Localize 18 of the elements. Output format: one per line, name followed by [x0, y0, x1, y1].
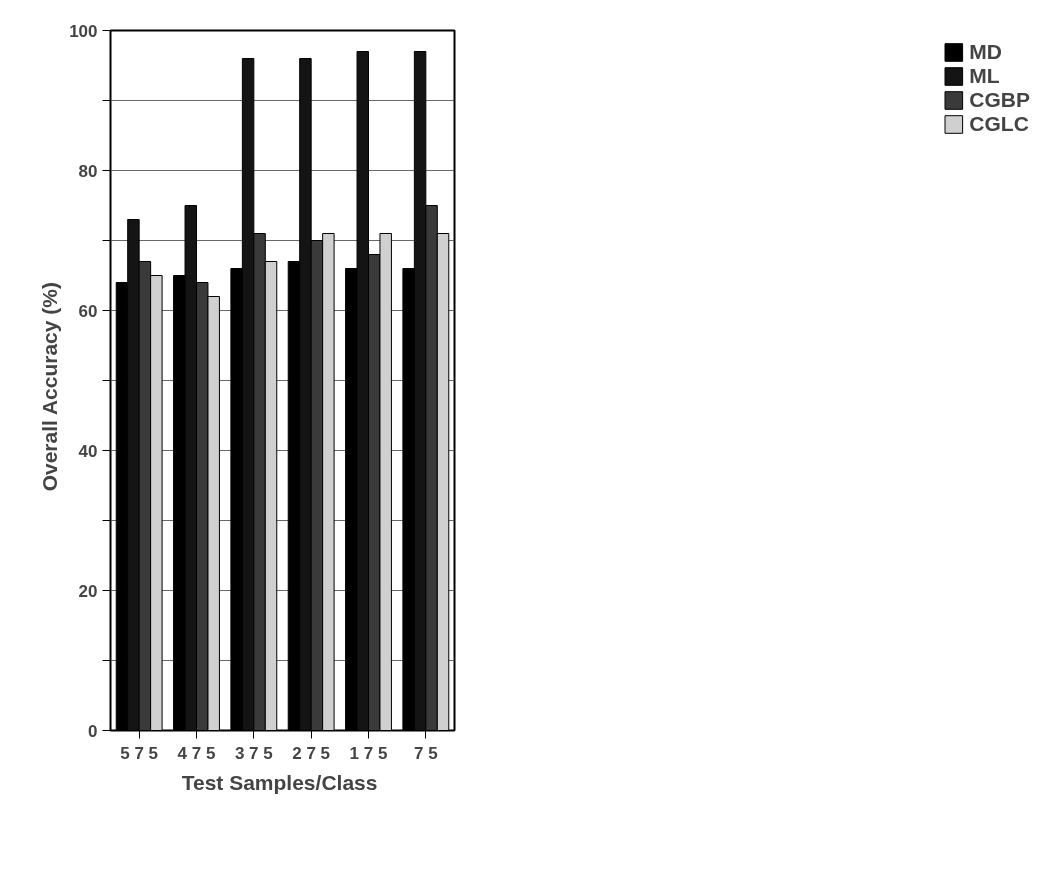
y-tick-label: 80 [78, 161, 98, 181]
legend-label: MD [969, 40, 1002, 64]
legend-label: ML [969, 64, 1000, 88]
x-axis-title: Test Samples/Class [181, 770, 378, 794]
x-tick-label: 4 7 5 [177, 743, 216, 763]
y-tick-label: 0 [88, 721, 98, 741]
x-tick-label: 2 7 5 [292, 743, 331, 763]
legend-label: CGBP [969, 88, 1030, 112]
x-tick-label: 7 5 [414, 743, 438, 763]
y-tick-label: 100 [69, 21, 98, 41]
legend-label: CGLC [969, 112, 1029, 136]
y-tick-label: 60 [78, 301, 98, 321]
x-tick-label: 3 7 5 [234, 743, 273, 763]
y-tick-label: 40 [78, 441, 98, 461]
y-tick-label: 20 [78, 581, 98, 601]
x-tick-label: 5 7 5 [120, 743, 159, 763]
x-tick-label: 1 7 5 [349, 743, 388, 763]
y-axis-title: Overall Accuracy (%) [38, 282, 62, 492]
